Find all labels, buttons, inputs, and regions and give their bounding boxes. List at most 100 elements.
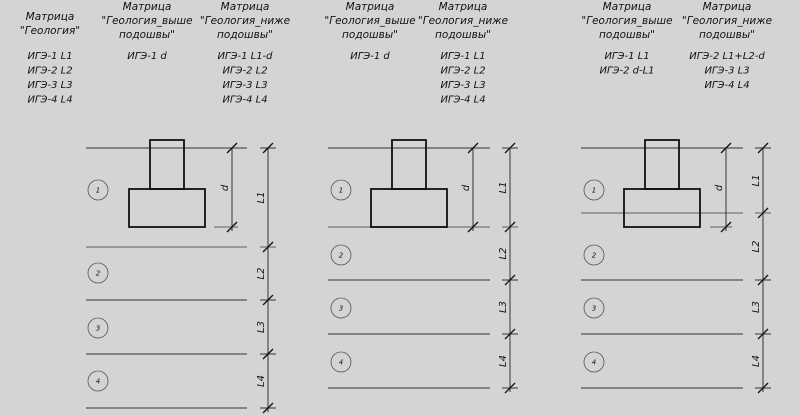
matrix-row: ИГЭ-2 L2 <box>27 66 72 77</box>
matrix-header: "Геология_ниже <box>418 15 508 27</box>
layer-number: 4 <box>96 378 100 386</box>
layer-number-circle <box>330 244 352 266</box>
L-dimension-label: L4 <box>751 355 762 367</box>
layer-number-circle <box>87 179 109 201</box>
dimension-tick <box>504 274 516 286</box>
d-dimension-label: d <box>220 184 231 191</box>
layer-number: 3 <box>339 305 343 313</box>
foundation-footing <box>370 188 448 228</box>
L-dimension-label: L3 <box>498 301 509 313</box>
layer-number: 1 <box>96 187 100 195</box>
foundation-column <box>149 139 185 190</box>
layer-number: 1 <box>339 187 343 195</box>
matrix-row: ИГЭ-1 L1 <box>440 51 485 62</box>
matrix-header: Матрица <box>603 1 652 13</box>
matrix-header: "Геология_ниже <box>200 15 290 27</box>
dimension-tick <box>504 142 516 154</box>
L-dimension-label: L1 <box>498 182 509 194</box>
d-dimension-label: d <box>461 184 472 191</box>
matrix-header: подошвы" <box>119 29 175 41</box>
foundation-footing <box>128 188 206 228</box>
matrix-header: Матрица <box>221 1 270 13</box>
matrix-row: ИГЭ-3 L3 <box>440 80 485 91</box>
d-dimension-label: d <box>714 184 725 191</box>
L-dimension-label: L4 <box>256 375 267 387</box>
scheme-2: Матрица "Геология_выше подошвы" ИГЭ-1 d Матр… <box>324 1 518 394</box>
L-dimension-label: L1 <box>751 175 762 187</box>
matrix-row: ИГЭ-3 L3 <box>704 66 749 77</box>
layer-number-circle <box>583 244 605 266</box>
matrix-row: ИГЭ-2 L2 <box>222 66 267 77</box>
dimension-tick <box>262 241 274 253</box>
L-dimension-label: L3 <box>256 321 267 333</box>
dimension-tick <box>262 142 274 154</box>
scheme-1: Матрица "Геология" ИГЭ-1 L1 ИГЭ-2 L2 ИГЭ-3 L… <box>20 1 290 414</box>
layer-number-circle <box>583 297 605 319</box>
matrix-row: ИГЭ-2 d-L1 <box>599 66 654 77</box>
L-dimension-label: L1 <box>256 192 267 204</box>
matrix-header: Матрица <box>439 1 488 13</box>
matrix-row: ИГЭ-2 L2 <box>440 66 485 77</box>
matrix-header: "Геология_выше <box>101 15 192 27</box>
dimension-tick <box>226 142 238 154</box>
matrix-row: ИГЭ-1 d <box>350 51 390 62</box>
dimension-tick <box>504 382 516 394</box>
matrix-header: подошвы" <box>217 29 273 41</box>
matrix-row: ИГЭ-4 L4 <box>704 80 749 91</box>
layer-number-circle <box>87 317 109 339</box>
matrix-header: подошвы" <box>699 29 755 41</box>
foundation-column <box>644 139 680 190</box>
matrix-header: подошвы" <box>435 29 491 41</box>
matrix-row: ИГЭ-1 L1 <box>27 51 72 62</box>
matrix-header: "Геология_выше <box>581 15 672 27</box>
dimension-tick <box>262 402 274 414</box>
dimension-tick <box>467 142 479 154</box>
dimension-tick <box>757 328 769 340</box>
matrix-row: ИГЭ-2 L1+L2-d <box>689 51 765 62</box>
matrix-header: "Геология_ниже <box>682 15 772 27</box>
layer-number: 4 <box>339 359 343 367</box>
layer-number-circle <box>583 351 605 373</box>
dimension-tick <box>720 142 732 154</box>
dimension-tick <box>720 221 732 233</box>
dimension-tick <box>504 221 516 233</box>
matrix-row: ИГЭ-1 d <box>127 51 167 62</box>
layer-number: 2 <box>339 252 344 260</box>
L-dimension-label: L4 <box>498 355 509 367</box>
foundation-footing <box>623 188 701 228</box>
scheme-3: Матрица "Геология_выше подошвы" ИГЭ-1 L1 ИГЭ… <box>581 1 772 394</box>
L-dimension-label: L2 <box>751 241 762 253</box>
matrix-header: подошвы" <box>342 29 398 41</box>
matrix-header: Матрица <box>346 1 395 13</box>
layer-number-circle <box>330 297 352 319</box>
dimension-tick <box>757 382 769 394</box>
layer-number: 4 <box>592 359 596 367</box>
dimension-tick <box>757 207 769 219</box>
matrix-row: ИГЭ-3 L3 <box>222 80 267 91</box>
dimension-tick <box>757 274 769 286</box>
layer-number-circle <box>87 262 109 284</box>
dimension-tick <box>467 221 479 233</box>
layer-number: 3 <box>592 305 596 313</box>
matrix-row: ИГЭ-3 L3 <box>27 80 72 91</box>
matrix-header: Матрица <box>123 1 172 13</box>
layer-number-circle <box>330 179 352 201</box>
matrix-header: "Геология" <box>20 25 80 37</box>
matrix-row: ИГЭ-4 L4 <box>222 95 267 106</box>
layer-number-circle <box>87 370 109 392</box>
L-dimension-label: L2 <box>498 248 509 260</box>
layer-number-circle <box>583 179 605 201</box>
matrix-header: "Геология_выше <box>324 15 415 27</box>
foundation-column <box>391 139 427 190</box>
dimension-tick <box>504 328 516 340</box>
layer-number: 2 <box>592 252 597 260</box>
matrix-row: ИГЭ-1 L1 <box>604 51 649 62</box>
L-dimension-label: L3 <box>751 301 762 313</box>
dimension-tick <box>262 294 274 306</box>
layer-number: 3 <box>96 325 100 333</box>
dimension-tick <box>757 142 769 154</box>
matrix-row: ИГЭ-4 L4 <box>27 95 72 106</box>
L-dimension-label: L2 <box>256 268 267 280</box>
matrix-header: подошвы" <box>599 29 655 41</box>
